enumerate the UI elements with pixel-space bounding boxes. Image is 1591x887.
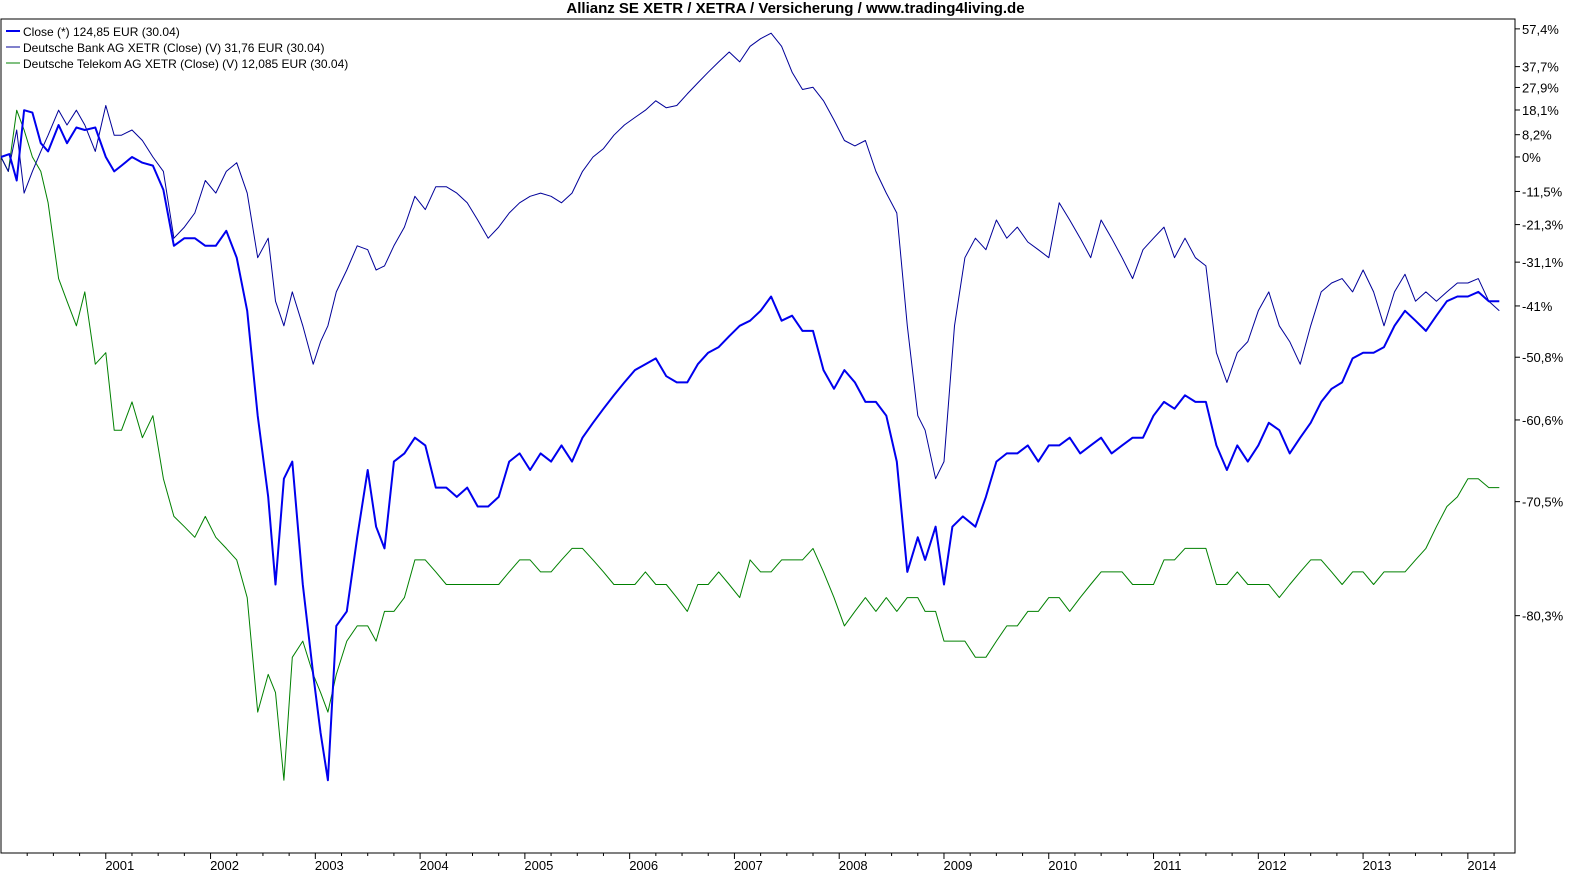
series-line-3 [0, 109, 1500, 781]
y-tick-label: -11,5% [1522, 184, 1563, 199]
y-tick-label: -50,8% [1522, 350, 1564, 365]
x-minor-ticks [26, 853, 1495, 856]
x-tick-label: 2007 [734, 858, 763, 873]
y-tick-label: 27,9% [1522, 80, 1559, 95]
y-tick-label: -21,3% [1522, 218, 1564, 233]
series-line-2 [0, 32, 1500, 480]
legend-label: Deutsche Telekom AG XETR (Close) (V) 12,… [23, 57, 348, 71]
x-tick-label: 2003 [315, 858, 344, 873]
x-tick-label: 2006 [629, 858, 658, 873]
y-tick-label: 37,7% [1522, 60, 1559, 75]
x-tick-label: 2012 [1258, 858, 1287, 873]
y-tick-label: -41% [1522, 299, 1553, 314]
y-tick-label: -80,3% [1522, 609, 1564, 624]
y-tick-label: -31,1% [1522, 255, 1564, 270]
plot-frame [0, 18, 1516, 854]
x-tick-label: 2013 [1363, 858, 1392, 873]
legend-label: Close (*) 124,85 EUR (30.04) [23, 25, 180, 39]
legend-label: Deutsche Bank AG XETR (Close) (V) 31,76 … [23, 41, 324, 55]
x-tick-label: 2005 [524, 858, 553, 873]
y-tick-label: -70,5% [1522, 495, 1564, 510]
y-tick-label: 57,4% [1522, 22, 1559, 37]
y-tick-label: -60,6% [1522, 413, 1564, 428]
x-tick-label: 2001 [105, 858, 134, 873]
y-tick-label: 18,1% [1522, 103, 1559, 118]
x-tick-label: 2011 [1154, 858, 1182, 873]
x-tick-label: 2004 [420, 858, 449, 873]
x-tick-label: 2014 [1467, 858, 1496, 873]
y-tick-label: 8,2% [1522, 128, 1552, 143]
x-tick-label: 2009 [944, 858, 973, 873]
y-tick-label: 0% [1522, 150, 1541, 165]
chart-title: Allianz SE XETR / XETRA / Versicherung /… [566, 0, 1025, 17]
x-tick-label: 2002 [210, 858, 239, 873]
x-tick-label: 2008 [839, 858, 868, 873]
series-line-1 [0, 109, 1500, 782]
legend: Close (*) 124,85 EUR (30.04) Deutsche Ban… [6, 25, 348, 71]
x-tick-label: 2010 [1048, 858, 1077, 873]
